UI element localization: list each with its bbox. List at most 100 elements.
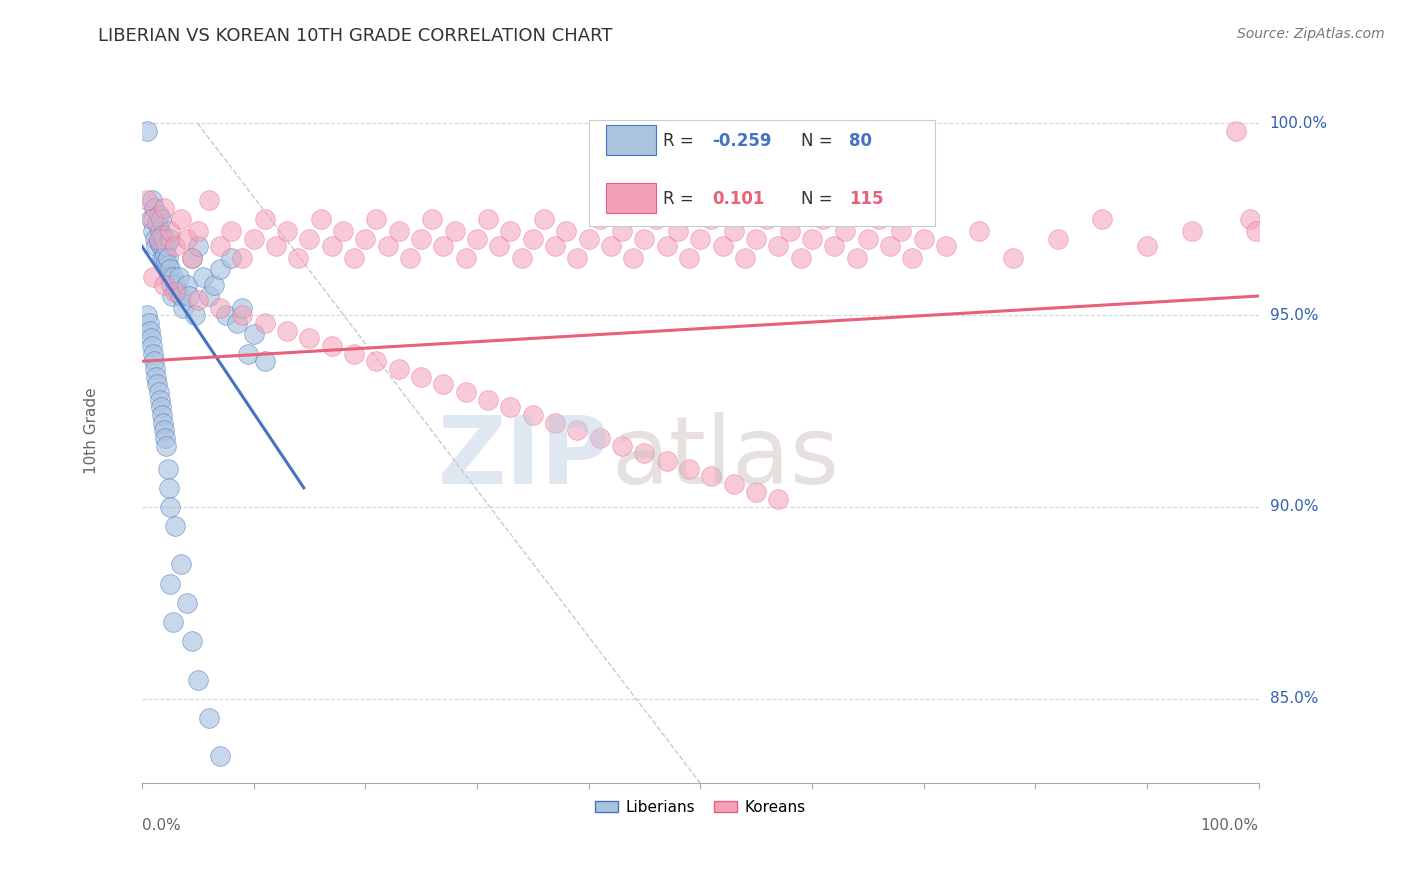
Point <box>159 224 181 238</box>
Text: 85.0%: 85.0% <box>1270 691 1317 706</box>
Point <box>142 269 165 284</box>
Point <box>149 239 172 253</box>
FancyBboxPatch shape <box>606 183 655 213</box>
Point <box>219 251 242 265</box>
Point <box>219 224 242 238</box>
Point <box>1046 231 1069 245</box>
Point <box>1091 212 1114 227</box>
Point <box>354 231 377 245</box>
Point <box>208 749 231 764</box>
Point <box>152 239 174 253</box>
Point <box>287 251 309 265</box>
Point <box>141 339 163 353</box>
Point <box>768 492 790 507</box>
Point <box>142 224 165 238</box>
Point <box>145 239 167 253</box>
Point <box>567 251 589 265</box>
Point <box>723 224 745 238</box>
Point <box>208 239 231 253</box>
Point <box>890 224 912 238</box>
Point <box>136 124 159 138</box>
Point <box>332 224 354 238</box>
Point <box>165 285 187 300</box>
Point <box>176 231 198 245</box>
Point <box>879 239 901 253</box>
Point <box>477 212 499 227</box>
Point <box>146 377 169 392</box>
Point <box>153 251 176 265</box>
Point <box>454 384 477 399</box>
Point <box>184 308 207 322</box>
Point <box>845 251 868 265</box>
Text: -0.259: -0.259 <box>713 132 772 150</box>
Point <box>198 193 221 207</box>
Point <box>567 423 589 437</box>
Point <box>522 408 544 422</box>
Point <box>181 634 204 648</box>
Text: 100.0%: 100.0% <box>1201 818 1258 833</box>
Point <box>544 416 567 430</box>
Point <box>644 212 666 227</box>
Point <box>589 431 612 445</box>
Point <box>533 212 555 227</box>
Point <box>253 316 276 330</box>
Point <box>388 224 411 238</box>
Point <box>214 308 236 322</box>
Point <box>176 277 198 292</box>
Point <box>253 354 276 368</box>
Point <box>856 231 879 245</box>
Point <box>1136 239 1159 253</box>
Point <box>366 212 388 227</box>
Point <box>242 327 264 342</box>
Point <box>589 212 612 227</box>
Text: 10th Grade: 10th Grade <box>84 387 98 474</box>
Point <box>198 711 221 725</box>
Point <box>655 239 678 253</box>
Point <box>148 235 170 250</box>
Point <box>145 369 167 384</box>
Point <box>187 293 209 307</box>
Point <box>156 258 179 272</box>
Text: 0.101: 0.101 <box>713 190 765 208</box>
Point <box>143 231 166 245</box>
Point <box>321 339 343 353</box>
Point <box>1181 224 1204 238</box>
Point <box>159 231 181 245</box>
Point <box>298 231 321 245</box>
Point <box>599 239 621 253</box>
Point <box>935 239 957 253</box>
Point <box>811 212 834 227</box>
Point <box>170 212 193 227</box>
Point <box>276 224 298 238</box>
Text: R =: R = <box>664 132 699 150</box>
Point <box>155 239 177 253</box>
Point <box>157 269 180 284</box>
Point <box>143 354 166 368</box>
Point <box>678 251 700 265</box>
Point <box>1225 124 1247 138</box>
Point <box>155 254 177 268</box>
Point <box>779 224 801 238</box>
Point <box>655 454 678 468</box>
Point <box>522 231 544 245</box>
Point <box>711 239 734 253</box>
Point <box>160 289 183 303</box>
Point <box>159 262 181 277</box>
Point <box>242 231 264 245</box>
Text: 115: 115 <box>849 190 883 208</box>
Point <box>1246 224 1268 238</box>
Point <box>170 289 193 303</box>
Point <box>148 209 170 223</box>
Text: N =: N = <box>801 190 838 208</box>
Point <box>162 615 184 629</box>
Point <box>149 224 172 238</box>
Point <box>138 316 160 330</box>
Point <box>139 331 162 345</box>
Point <box>700 469 723 483</box>
Point <box>443 224 465 238</box>
Point <box>790 251 813 265</box>
Point <box>177 289 200 303</box>
Point <box>139 212 162 227</box>
Point <box>432 377 454 392</box>
Point <box>343 346 366 360</box>
